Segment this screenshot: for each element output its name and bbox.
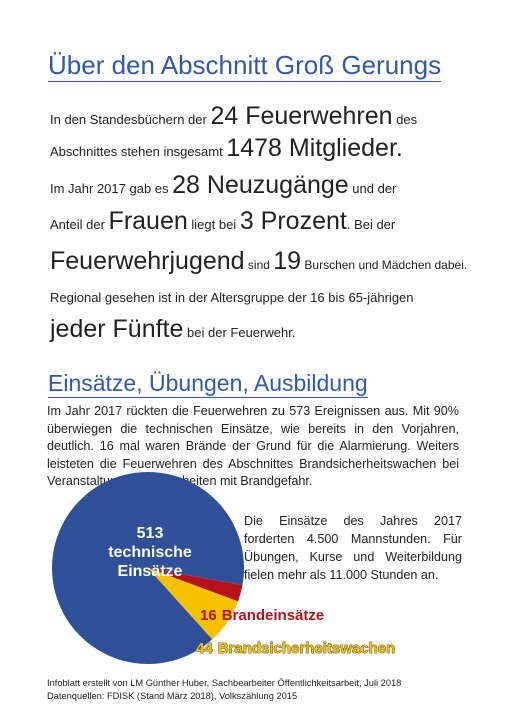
section-title: Einsätze, Übungen, Ausbildung [48, 370, 368, 398]
highlight: 28 Neuzugänge [172, 171, 349, 199]
intro-line: jeder Fünfte bei der Feuerwehr. [50, 317, 295, 342]
label-name: technische [108, 544, 192, 561]
title: Über den Abschnitt Groß Gerungs [48, 50, 442, 82]
text: Regional gesehen ist in der Altersgruppe… [50, 290, 414, 305]
text: Im Jahr 2017 gab es [50, 181, 173, 196]
text: und der [348, 181, 397, 196]
label-value: 513 [137, 525, 164, 542]
highlight: 1478 Mitglieder. [226, 134, 403, 162]
text: Abschnittes stehen insgesamt [50, 144, 227, 159]
intro-line: Regional gesehen ist in der Altersgruppe… [50, 291, 414, 304]
text: bei der Feuerwehr. [183, 325, 296, 340]
intro-line: Im Jahr 2017 gab es 28 Neuzugänge und de… [50, 173, 396, 198]
label-value: 44 [196, 640, 213, 657]
intro-line: In den Standesbüchern der 24 Feuerwehren… [50, 104, 417, 129]
pie-chart: 513 technische Einsätze 16 Brandeinsätze 44 Br… [52, 472, 396, 664]
text: des [392, 112, 418, 127]
footer: Infoblatt erstellt von LM Günther Huber,… [47, 677, 401, 703]
paragraph: Im Jahr 2017 rückten die Feuerwehren zu … [47, 404, 459, 488]
intro-line: Feuerwehrjugend sind 19 Burschen und Mäd… [50, 249, 467, 274]
side-text: Die Einsätze des Jahres 2017 forderten 4… [244, 514, 462, 582]
slice-label: 513 technische Einsätze [108, 525, 192, 580]
slice-label: 44 Brandsicherheitswachen [196, 640, 395, 657]
text: In den Standesbüchern der [50, 112, 211, 127]
pie-slice [148, 568, 239, 640]
slice-label: 16 Brandeinsätze [200, 607, 324, 624]
highlight: 24 Feuerwehren [210, 102, 393, 130]
label-name: Brandsicherheitswachen [218, 640, 396, 657]
highlight: Frauen [108, 207, 188, 235]
intro-line: Anteil der Frauen liegt bei 3 Prozent. B… [50, 209, 395, 234]
label-name: Brandeinsätze [222, 607, 325, 624]
footer-line: Datenquellen: FDISK (Stand März 2018), V… [47, 691, 298, 701]
text: Anteil der [50, 217, 109, 232]
text: liegt bei [187, 217, 240, 232]
highlight: Feuerwehrjugend [50, 247, 245, 275]
text: Burschen und Mädchen dabei. [301, 258, 468, 272]
label-value: 16 [200, 607, 217, 624]
text: . Bei der [346, 217, 396, 232]
highlight: 3 Prozent [239, 207, 347, 235]
text: sind [244, 258, 274, 272]
intro-line: Abschnittes stehen insgesamt 1478 Mitgli… [50, 136, 403, 161]
pie-slice [148, 568, 243, 602]
highlight: jeder Fünfte [50, 315, 184, 343]
label-name: Einsätze [118, 563, 183, 580]
footer-line: Infoblatt erstellt von LM Günther Huber,… [47, 678, 402, 688]
highlight: 19 [273, 247, 302, 275]
